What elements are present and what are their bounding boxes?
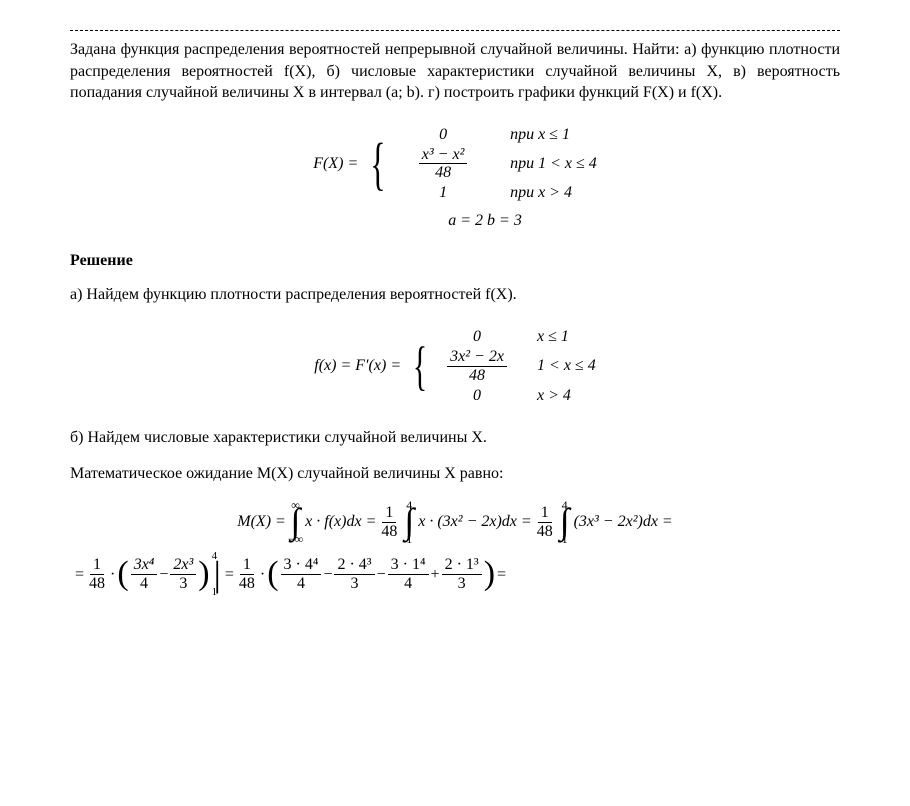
solution-heading: Решение xyxy=(70,252,840,270)
minus-3: − xyxy=(377,566,386,584)
dot-1: · xyxy=(110,566,115,584)
r2-num: 2 · 4³ xyxy=(334,556,374,575)
plus-1: + xyxy=(431,566,440,584)
step-b: б) Найдем числовые характеристики случай… xyxy=(70,427,840,449)
F-row3-value: 1 xyxy=(388,184,498,202)
divider-top xyxy=(70,30,840,31)
t2-den: 3 xyxy=(176,575,190,593)
r1-den: 4 xyxy=(294,575,308,593)
eq-3: = xyxy=(497,566,506,584)
f-row2-num: 3x² − 2x xyxy=(447,348,507,367)
frac48-1-num: 1 xyxy=(382,504,396,523)
paren-close-icon: ) xyxy=(198,564,209,584)
t1-den: 4 xyxy=(137,575,151,593)
f-row1-cond: x ≤ 1 xyxy=(537,328,569,346)
f-definition: f(x) = F′(x) = { 0 x ≤ 1 3x² − 2x 48 1 <… xyxy=(70,328,840,404)
frac48-4-den: 48 xyxy=(236,575,258,593)
frac48-4-num: 1 xyxy=(240,556,254,575)
integral-icon: ∫ xyxy=(560,511,570,533)
step-b2: Математическое ожидание M(X) случайной в… xyxy=(70,463,840,485)
problem-statement: Задана функция распределения вероятносте… xyxy=(70,39,840,104)
expr-p3: (3x³ − 2x²)dx = xyxy=(574,513,673,531)
eq-1: = xyxy=(75,566,84,584)
integral-icon: ∫ xyxy=(404,511,414,533)
r4-den: 3 xyxy=(455,575,469,593)
expr-p2: x · (3x² − 2x)dx = xyxy=(418,513,531,531)
step-b2-text: Математическое ожидание M(X) случайной в… xyxy=(70,465,503,482)
MX-expression: M(X) = ∞ ∫ −∞ x · f(x)dx = 1 48 4 ∫ 1 x … xyxy=(70,499,840,598)
frac48-3-den: 48 xyxy=(86,575,108,593)
frac48-2-den: 48 xyxy=(534,523,556,541)
r3-num: 3 · 1⁴ xyxy=(388,556,429,575)
minus-2: − xyxy=(323,566,332,584)
frac48-3-num: 1 xyxy=(90,556,104,575)
left-brace-icon: { xyxy=(370,139,385,188)
f-row2-cond: 1 < x ≤ 4 xyxy=(537,357,596,375)
eq-2: = xyxy=(225,566,234,584)
F-row2-cond: при 1 < x ≤ 4 xyxy=(510,155,597,173)
r4-num: 2 · 1³ xyxy=(442,556,482,575)
F-row2-den: 48 xyxy=(432,164,454,182)
r3-den: 4 xyxy=(401,575,415,593)
paren-open-icon: ( xyxy=(117,564,128,584)
f-row3-cond: x > 4 xyxy=(537,387,571,405)
step-a: а) Найдем функцию плотности распределени… xyxy=(70,284,840,306)
ab-values: a = 2 b = 3 xyxy=(313,212,597,230)
t1-num: 3x⁴ xyxy=(131,556,158,575)
expr-p1: x · f(x)dx = xyxy=(305,513,376,531)
MX-label: M(X) = xyxy=(237,513,286,531)
left-brace-icon: { xyxy=(413,344,427,390)
vertical-bar-icon: | xyxy=(214,562,221,587)
r2-den: 3 xyxy=(348,575,362,593)
F-row1-cond: при x ≤ 1 xyxy=(510,126,570,144)
paren-open-icon: ( xyxy=(267,564,278,584)
r1-num: 3 · 4⁴ xyxy=(281,556,322,575)
frac48-2-num: 1 xyxy=(538,504,552,523)
F-definition: F(X) = { 0 при x ≤ 1 x³ − x² 48 при 1 < … xyxy=(70,126,840,230)
f-label: f(x) = F′(x) = xyxy=(314,357,401,375)
f-row1-value: 0 xyxy=(429,328,525,346)
f-row3-value: 0 xyxy=(429,387,525,405)
paren-close-icon: ) xyxy=(484,564,495,584)
t2-num: 2x³ xyxy=(170,556,196,575)
F-row3-cond: при x > 4 xyxy=(510,184,572,202)
minus-1: − xyxy=(159,566,168,584)
frac48-1-den: 48 xyxy=(378,523,400,541)
F-row1-value: 0 xyxy=(388,126,498,144)
dot-2: · xyxy=(260,566,265,584)
F-row2-num: x³ − x² xyxy=(419,146,468,165)
F-label: F(X) = xyxy=(313,155,358,173)
integral-icon: ∫ xyxy=(291,511,301,533)
f-row2-den: 48 xyxy=(466,367,488,385)
